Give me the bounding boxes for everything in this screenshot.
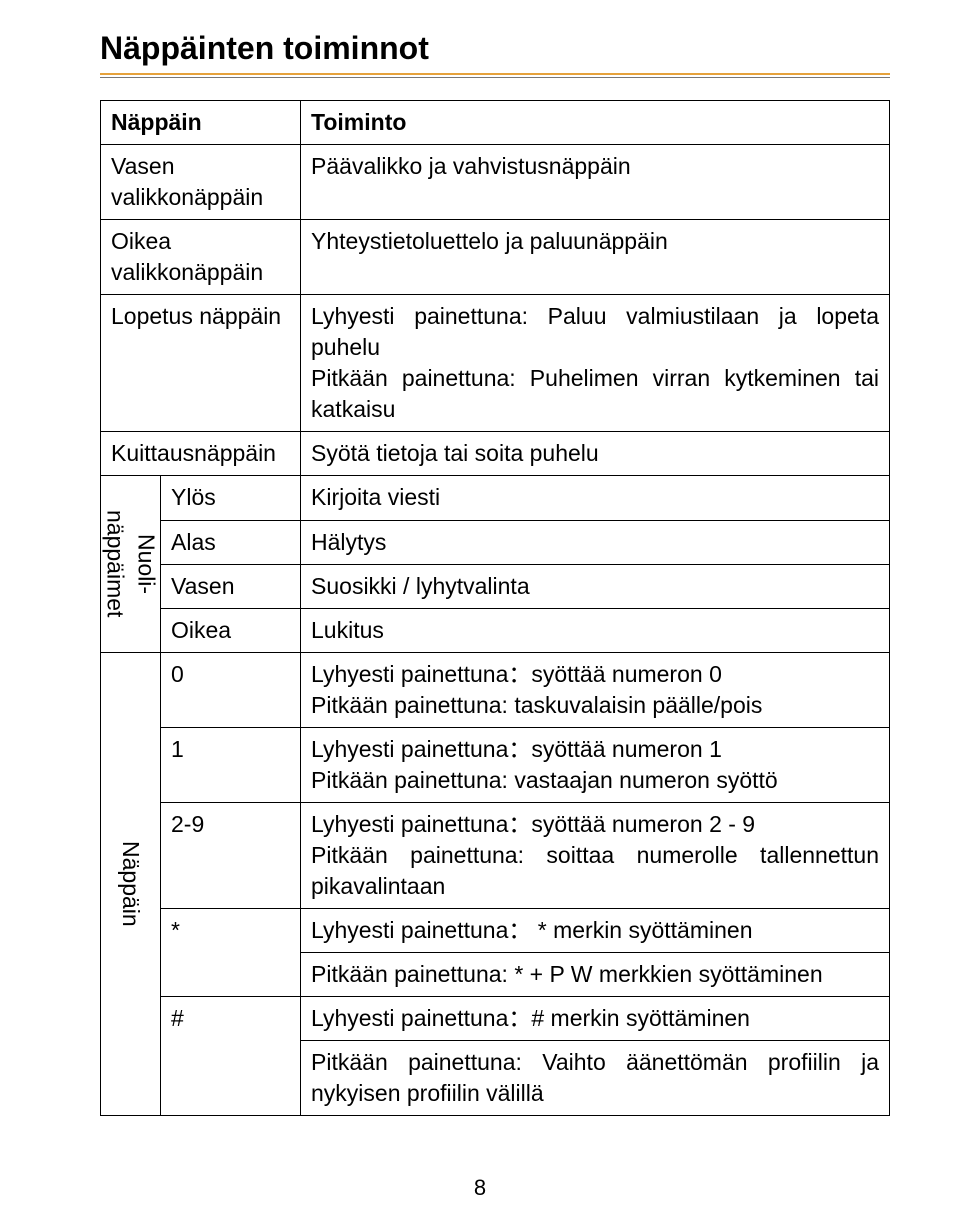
header-action: Toiminto xyxy=(301,101,890,145)
subkey-cell: Ylös xyxy=(161,476,301,520)
table-row: Lopetus näppäin Lyhyesti painettuna: Pal… xyxy=(101,295,890,432)
key-cell: Vasen valikkonäppäin xyxy=(101,145,301,220)
subkey-cell: * xyxy=(161,908,301,996)
header-key: Näppäin xyxy=(101,101,301,145)
table-row: Vasen valikkonäppäin Päävalikko ja vahvi… xyxy=(101,145,890,220)
table-row: 2-9 Lyhyesti painettuna：syöttää numeron … xyxy=(101,802,890,908)
subkey-cell: 1 xyxy=(161,727,301,802)
key-functions-table: Näppäin Toiminto Vasen valikkonäppäin Pä… xyxy=(100,100,890,1116)
table-row: Vasen Suosikki / lyhytvalinta xyxy=(101,564,890,608)
table-row: Kuittausnäppäin Syötä tietoja tai soita … xyxy=(101,432,890,476)
table-header-row: Näppäin Toiminto xyxy=(101,101,890,145)
subkey-cell: Vasen xyxy=(161,564,301,608)
value-cell: Lyhyesti painettuna：syöttää numeron 0Pit… xyxy=(301,652,890,727)
value-cell: Pitkään painettuna: * + P W merkkien syö… xyxy=(301,953,890,997)
value-cell: Lukitus xyxy=(301,608,890,652)
table-row: # Lyhyesti painettuna：# merkin syöttämin… xyxy=(101,997,890,1041)
value-cell: Lyhyesti painettuna：syöttää numeron 1Pit… xyxy=(301,727,890,802)
value-cell: Lyhyesti painettuna: Paluu valmiustilaan… xyxy=(301,295,890,432)
value-cell: Lyhyesti painettuna：syöttää numeron 2 - … xyxy=(301,802,890,908)
key-cell: Kuittausnäppäin xyxy=(101,432,301,476)
heading-rule-thin xyxy=(100,77,890,78)
value-cell: Pitkään painettuna: Vaihto äänettömän pr… xyxy=(301,1041,890,1116)
value-cell: Kirjoita viesti xyxy=(301,476,890,520)
value-cell: Yhteystietoluettelo ja paluunäppäin xyxy=(301,220,890,295)
subkey-cell: # xyxy=(161,997,301,1116)
page-title: Näppäinten toiminnot xyxy=(100,30,890,67)
table-row: 1 Lyhyesti painettuna：syöttää numeron 1P… xyxy=(101,727,890,802)
table-row: Näppäin 0 Lyhyesti painettuna：syöttää nu… xyxy=(101,652,890,727)
table-row: Oikea valikkonäppäin Yhteystietoluettelo… xyxy=(101,220,890,295)
value-cell: Päävalikko ja vahvistusnäppäin xyxy=(301,145,890,220)
table-row: Nuoli-näppäimet Ylös Kirjoita viesti xyxy=(101,476,890,520)
heading-rule-orange xyxy=(100,73,890,75)
table-row: * Lyhyesti painettuna： * merkin syöttämi… xyxy=(101,908,890,952)
value-cell: Lyhyesti painettuna：# merkin syöttäminen xyxy=(301,997,890,1041)
subkey-cell: Alas xyxy=(161,520,301,564)
subkey-cell: 0 xyxy=(161,652,301,727)
table-row: Alas Hälytys xyxy=(101,520,890,564)
group-nappain: Näppäin xyxy=(101,652,161,1116)
table-row: Oikea Lukitus xyxy=(101,608,890,652)
key-cell: Lopetus näppäin xyxy=(101,295,301,432)
value-cell: Suosikki / lyhytvalinta xyxy=(301,564,890,608)
value-cell: Syötä tietoja tai soita puhelu xyxy=(301,432,890,476)
page-number: 8 xyxy=(0,1175,960,1201)
subkey-cell: 2-9 xyxy=(161,802,301,908)
subkey-cell: Oikea xyxy=(161,608,301,652)
group-nuoli-nappaimet: Nuoli-näppäimet xyxy=(101,476,161,652)
value-cell: Hälytys xyxy=(301,520,890,564)
value-cell: Lyhyesti painettuna： * merkin syöttämine… xyxy=(301,908,890,952)
key-cell: Oikea valikkonäppäin xyxy=(101,220,301,295)
